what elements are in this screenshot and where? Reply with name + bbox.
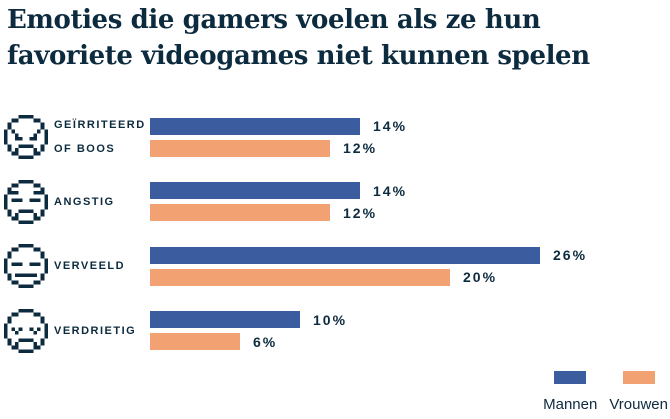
- legend-swatch: [622, 371, 655, 384]
- category-label: VERVEELD: [54, 260, 126, 273]
- bar-vrouwen: [150, 268, 450, 286]
- bar-vrouwen: [150, 204, 330, 222]
- category-label: VERDRIETIG: [54, 324, 137, 337]
- category-label: ANGSTIG: [54, 195, 115, 208]
- bar-value-label: 12%: [343, 140, 378, 157]
- legend-label: Vrouwen: [609, 396, 668, 413]
- bar-value-label: 14%: [373, 118, 408, 135]
- bar-group: 14% 12%: [150, 182, 408, 222]
- legend-item-vrouwen: Vrouwen: [609, 371, 668, 413]
- legend-swatch: [554, 371, 587, 384]
- bar-group: 14% 12%: [150, 117, 408, 157]
- bar-group: 26% 20%: [150, 246, 588, 286]
- angry-face-icon: [4, 115, 48, 160]
- chart-row: VERDRIETIG 10% 6%: [0, 299, 670, 364]
- category-label: GEÏRRITEERD OF BOOS: [54, 119, 146, 156]
- bar-vrouwen: [150, 333, 240, 351]
- chart-title: Emoties die gamers voelen als ze hun fav…: [7, 2, 590, 74]
- bar-value-label: 26%: [553, 247, 588, 264]
- bar-value-label: 20%: [463, 269, 498, 286]
- bar-value-label: 14%: [373, 182, 408, 199]
- bar-group: 10% 6%: [150, 311, 348, 351]
- bar-mannen: [150, 182, 360, 200]
- bored-face-icon: [4, 244, 48, 289]
- bar-mannen: [150, 246, 540, 264]
- bar-vrouwen: [150, 139, 330, 157]
- chart-row: GEÏRRITEERD OF BOOS 14% 12%: [0, 105, 670, 170]
- chart-row: VERVEELD 26% 20%: [0, 234, 670, 299]
- bar-value-label: 12%: [343, 204, 378, 221]
- bar-value-label: 6%: [253, 333, 278, 350]
- bar-chart: GEÏRRITEERD OF BOOS 14% 12% ANGSTIG 14% 12% VER…: [0, 105, 670, 363]
- bar-mannen: [150, 311, 300, 329]
- legend-item-mannen: Mannen: [543, 371, 597, 413]
- anxious-face-icon: [4, 179, 48, 224]
- chart-legend: Mannen Vrouwen: [543, 371, 668, 413]
- legend-label: Mannen: [543, 396, 598, 413]
- bar-mannen: [150, 117, 360, 135]
- sad-face-icon: [4, 308, 48, 353]
- chart-title-line-2: favoriete videogames niet kunnen spelen: [7, 41, 590, 71]
- chart-title-line-1: Emoties die gamers voelen als ze hun: [7, 5, 541, 35]
- bar-value-label: 10%: [313, 311, 348, 328]
- chart-row: ANGSTIG 14% 12%: [0, 170, 670, 235]
